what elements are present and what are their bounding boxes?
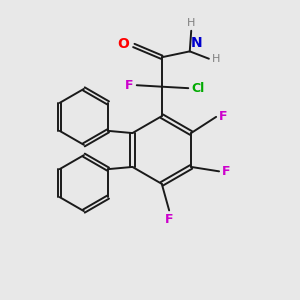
Text: H: H <box>212 54 220 64</box>
Text: H: H <box>187 18 195 28</box>
Text: F: F <box>165 213 173 226</box>
Text: Cl: Cl <box>191 82 205 95</box>
Text: F: F <box>219 110 228 123</box>
Text: N: N <box>191 36 203 50</box>
Text: O: O <box>118 37 129 51</box>
Text: F: F <box>222 165 230 178</box>
Text: F: F <box>125 79 134 92</box>
